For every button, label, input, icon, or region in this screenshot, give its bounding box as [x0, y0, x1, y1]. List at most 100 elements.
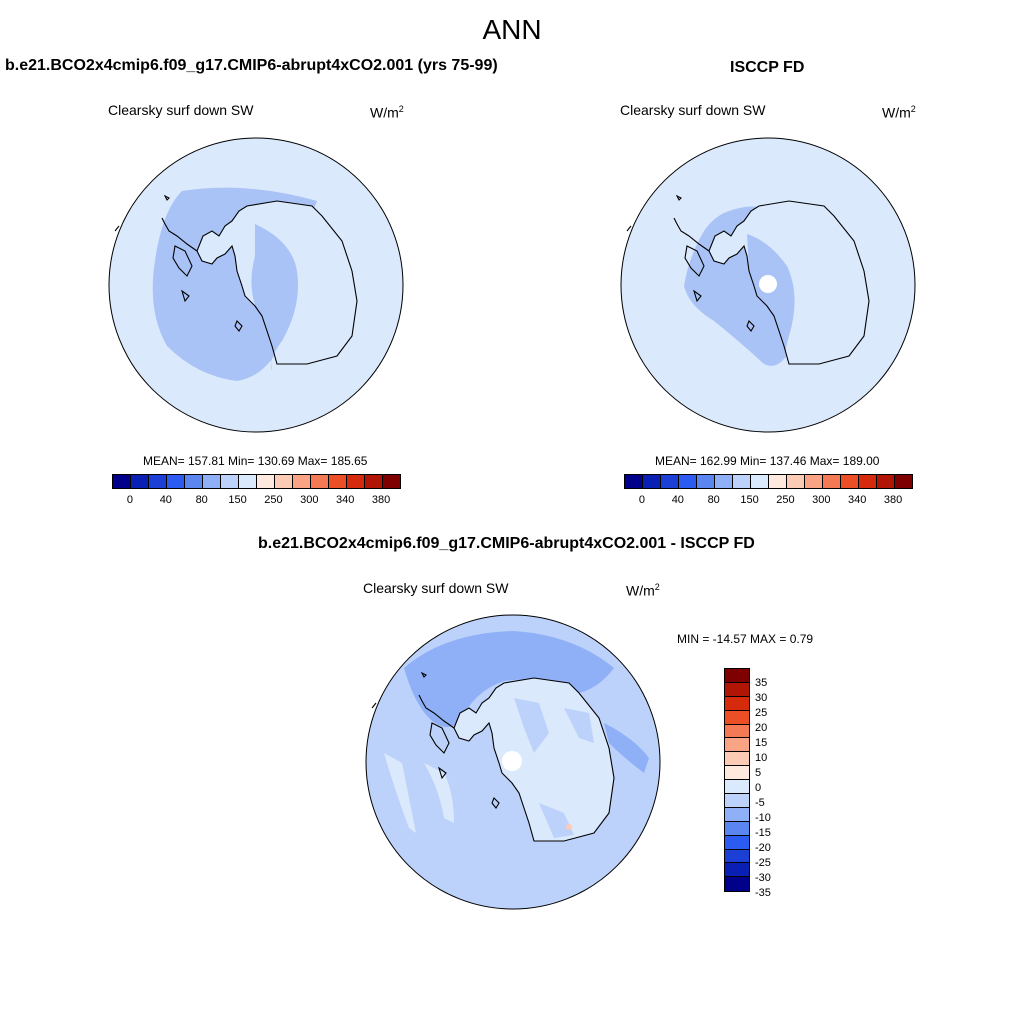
colorbar-swatch [725, 738, 749, 753]
colorbar-swatch [329, 475, 347, 488]
colorbar-swatch [895, 475, 912, 488]
colorbar-tick-label: -5 [755, 797, 765, 809]
panel-2-units: W/m2 [882, 104, 916, 121]
colorbar-swatch [725, 877, 749, 892]
colorbar-tick-label: 300 [300, 494, 319, 506]
colorbar-swatch [167, 475, 185, 488]
colorbar-tick-label: 5 [755, 767, 762, 779]
colorbar-swatch [185, 475, 203, 488]
colorbar-swatch [725, 807, 749, 822]
colorbar-swatch [725, 752, 749, 767]
colorbar-swatch [787, 475, 805, 488]
colorbar-swatch [239, 475, 257, 488]
panel-3-polar-map [365, 614, 661, 910]
colorbar-swatch [131, 475, 149, 488]
colorbar-swatch [221, 475, 239, 488]
colorbar-swatch [725, 724, 749, 739]
colorbar-tick-label: 30 [755, 692, 768, 704]
panel-2-polar-map [620, 137, 916, 433]
colorbar-tick-label: -30 [755, 872, 771, 884]
colorbar-tick-label: 20 [755, 722, 768, 734]
colorbar-swatch [625, 475, 643, 488]
colorbar-swatch [365, 475, 383, 488]
colorbar-swatch [275, 475, 293, 488]
panel-1-title: b.e21.BCO2x4cmip6.f09_g17.CMIP6-abrupt4x… [5, 57, 498, 74]
colorbar-tick-label: -35 [755, 887, 771, 899]
colorbar-tick-label: -20 [755, 842, 771, 854]
colorbar-swatch [725, 821, 749, 836]
colorbar-swatch [113, 475, 131, 488]
panel-3-colorbar [724, 668, 750, 893]
panel-2-colorbar-ticks: 0 40 80 150 250 300 340 380 [624, 494, 911, 508]
colorbar-swatch [725, 863, 749, 878]
colorbar-tick-label: 10 [755, 752, 768, 764]
panel-2-colorbar [624, 474, 913, 489]
colorbar-swatch [311, 475, 329, 488]
panel-2-stats: MEAN= 162.99 Min= 137.46 Max= 189.00 [655, 454, 880, 468]
panel-2-antarctica-coastline [626, 194, 870, 365]
colorbar-tick-label: -15 [755, 827, 771, 839]
colorbar-swatch [725, 682, 749, 697]
colorbar-tick-label: 15 [755, 737, 768, 749]
colorbar-swatch [725, 710, 749, 725]
colorbar-tick-label: 40 [671, 494, 684, 506]
colorbar-swatch [805, 475, 823, 488]
colorbar-swatch [661, 475, 679, 488]
colorbar-tick-label: 340 [848, 494, 867, 506]
colorbar-swatch [725, 696, 749, 711]
panel-3-title: b.e21.BCO2x4cmip6.f09_g17.CMIP6-abrupt4x… [258, 535, 755, 552]
panel-3-antarctica-coastline [371, 671, 615, 842]
colorbar-swatch [725, 835, 749, 850]
panel-1-units: W/m2 [370, 104, 404, 121]
colorbar-tick-label: 250 [264, 494, 283, 506]
colorbar-tick-label: 0 [755, 782, 762, 794]
colorbar-tick-label: 380 [883, 494, 903, 506]
panel-3-stats: MIN = -14.57 MAX = 0.79 [677, 632, 814, 646]
colorbar-tick-label: -25 [755, 857, 771, 869]
panel-3-colorbar-ticks: 35 30 25 20 15 10 5 0 -5 -10 -15 -20 -25 -30 -35 [755, 668, 795, 908]
colorbar-swatch [725, 766, 749, 781]
colorbar-swatch [725, 669, 749, 683]
colorbar-tick-label: 35 [755, 677, 768, 689]
colorbar-swatch [643, 475, 661, 488]
panel-1-colorbar-ticks: 0 40 80 150 250 300 340 380 [112, 494, 399, 508]
panel-3-variable-label: Clearsky surf down SW [363, 580, 509, 596]
colorbar-swatch [859, 475, 877, 488]
colorbar-tick-label: 150 [228, 494, 247, 506]
panel-1-variable-label: Clearsky surf down SW [108, 102, 254, 118]
colorbar-swatch [203, 475, 221, 488]
panel-2-variable-label: Clearsky surf down SW [620, 102, 766, 118]
colorbar-tick-label: 250 [776, 494, 795, 506]
colorbar-tick-label: 80 [707, 494, 720, 506]
colorbar-swatch [725, 794, 749, 808]
colorbar-tick-label: 0 [638, 494, 645, 506]
colorbar-swatch [725, 849, 749, 864]
colorbar-swatch [697, 475, 715, 488]
panel-1-stats: MEAN= 157.81 Min= 130.69 Max= 185.65 [143, 454, 368, 468]
colorbar-tick-label: 380 [371, 494, 391, 506]
colorbar-tick-label: 40 [159, 494, 172, 506]
colorbar-tick-label: 25 [755, 707, 768, 719]
colorbar-swatch [715, 475, 733, 488]
colorbar-swatch [877, 475, 895, 488]
colorbar-swatch [149, 475, 167, 488]
colorbar-swatch [383, 475, 400, 488]
panel-3-units: W/m2 [626, 582, 660, 599]
colorbar-tick-label: 0 [126, 494, 133, 506]
colorbar-swatch [733, 475, 751, 488]
figure-title: ANN [482, 14, 542, 45]
colorbar-swatch [679, 475, 697, 488]
panel-2-title: ISCCP FD [730, 59, 805, 76]
colorbar-swatch [347, 475, 365, 488]
panel-1-polar-map [108, 137, 404, 433]
colorbar-swatch [841, 475, 859, 488]
colorbar-tick-label: 80 [195, 494, 208, 506]
panel-1-antarctica-coastline [114, 194, 358, 365]
colorbar-swatch [751, 475, 769, 488]
colorbar-tick-label: 150 [740, 494, 759, 506]
colorbar-swatch [257, 475, 275, 488]
colorbar-tick-label: 300 [812, 494, 831, 506]
colorbar-swatch [293, 475, 311, 488]
colorbar-tick-label: -10 [755, 812, 771, 824]
colorbar-swatch [823, 475, 841, 488]
